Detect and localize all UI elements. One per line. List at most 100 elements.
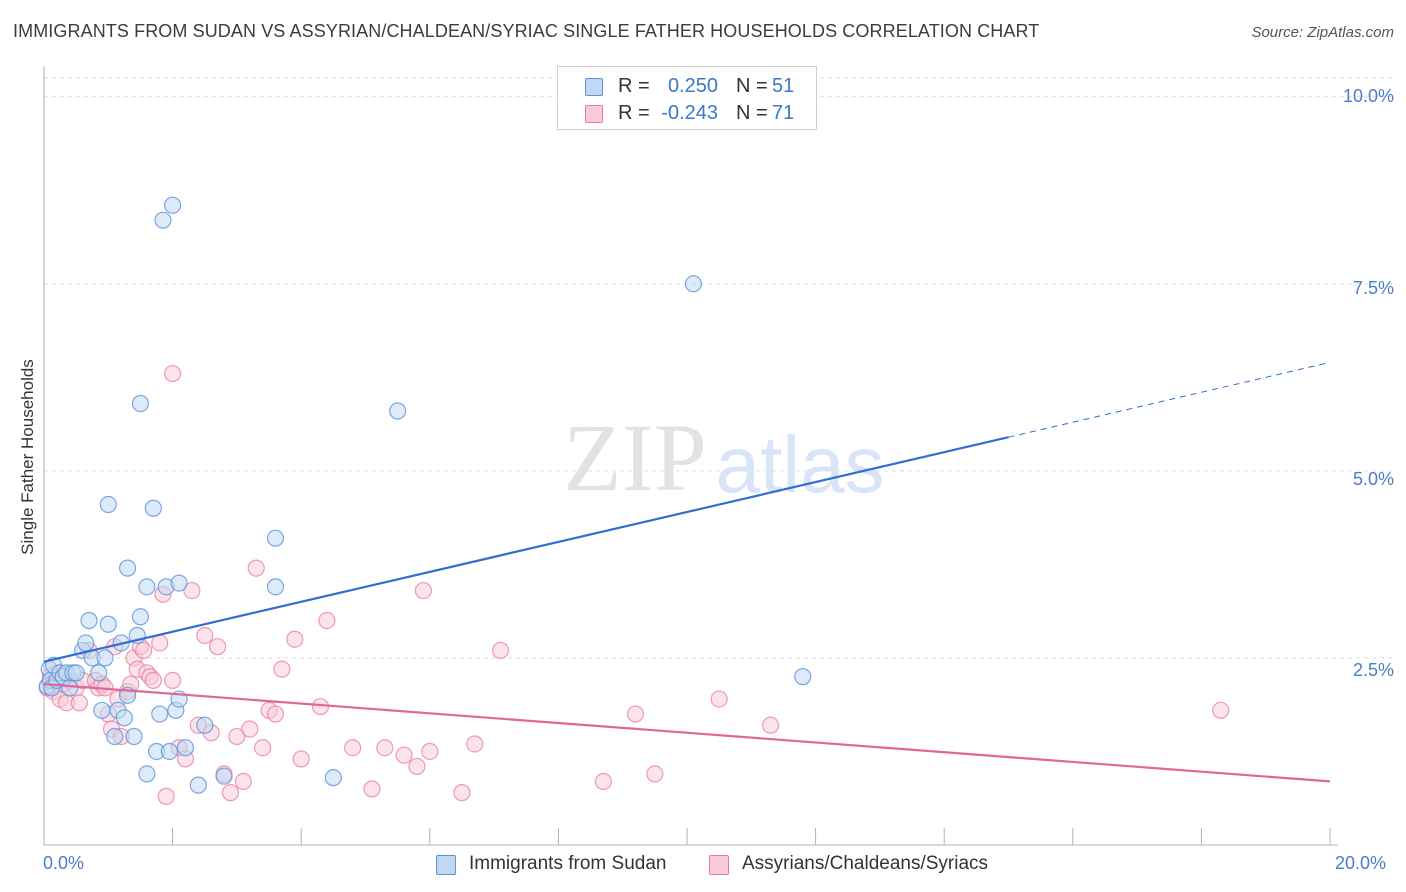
data-point-assyrians [273, 660, 291, 678]
data-point-assyrians [292, 750, 310, 768]
y-tick-label: 5.0% [1352, 469, 1394, 489]
data-point-assyrians [164, 364, 182, 383]
trend-line-sudan-extension [1008, 361, 1331, 438]
data-point-sudan [266, 529, 285, 547]
data-point-sudan [67, 664, 85, 682]
legend-r-label: R = [618, 75, 650, 97]
data-point-sudan [266, 578, 285, 596]
data-point-assyrians [254, 739, 272, 757]
data-point-sudan [196, 716, 214, 734]
data-point-sudan [61, 679, 79, 697]
legend-row-assyrians: R = -0.243 N = 71 [558, 100, 818, 126]
data-point-assyrians [221, 784, 240, 802]
legend-n-label: N = [736, 102, 768, 124]
data-point-sudan [80, 611, 98, 630]
y-axis-label: Single Father Households [18, 359, 37, 555]
legend-swatch-pink [585, 105, 603, 123]
data-point-sudan [96, 649, 114, 667]
data-point-assyrians [466, 735, 484, 753]
data-point-sudan [118, 559, 137, 577]
legend-r-value: 0.250 [667, 75, 718, 97]
data-point-sudan [106, 727, 124, 746]
data-point-sudan [144, 499, 162, 517]
data-point-sudan [99, 615, 117, 633]
data-point-sudan [389, 402, 407, 420]
data-point-assyrians [421, 742, 439, 761]
data-point-assyrians [228, 727, 246, 746]
data-point-sudan [131, 394, 150, 413]
data-point-sudan [138, 578, 156, 596]
data-point-assyrians [453, 784, 471, 802]
data-point-assyrians [761, 716, 780, 734]
trend-line-assyrians [43, 683, 1331, 783]
data-point-sudan [99, 495, 117, 514]
legend-r-value: -0.243 [661, 102, 718, 124]
legend-r-label: R = [618, 102, 650, 124]
data-point-sudan [115, 709, 133, 727]
watermark-atlas: atlas [716, 420, 885, 509]
data-point-sudan [215, 767, 233, 785]
data-point-sudan [170, 574, 188, 592]
data-point-sudan [154, 211, 172, 229]
correlation-legend: R = 0.250 N = 51 R = -0.243 N = 71 [557, 66, 817, 130]
data-point-sudan [176, 739, 195, 757]
legend-swatch-blue [436, 855, 456, 875]
source-label: Source: ZipAtlas.com [1251, 24, 1394, 41]
data-point-assyrians [626, 705, 645, 723]
axes [43, 66, 1338, 846]
data-point-assyrians [135, 641, 153, 660]
legend-swatch-pink [709, 855, 729, 875]
data-point-assyrians [144, 671, 162, 689]
data-point-sudan [90, 664, 108, 682]
data-point-assyrians [286, 630, 304, 648]
data-point-sudan [93, 701, 111, 719]
y-tick-label: 10.0% [1342, 86, 1394, 106]
data-point-assyrians [151, 634, 169, 652]
trend-line-sudan [43, 436, 1009, 663]
data-point-assyrians [395, 746, 413, 764]
watermark-zip: ZIP [563, 404, 707, 511]
data-point-sudan [684, 275, 703, 293]
y-tick-label: 7.5% [1352, 278, 1394, 298]
legend-n-value: 71 [772, 102, 795, 124]
data-point-assyrians [646, 765, 664, 783]
data-point-sudan [125, 727, 143, 746]
y-tick-label: 2.5% [1352, 660, 1394, 680]
data-point-assyrians [164, 671, 182, 689]
legend-n-value: 51 [772, 75, 795, 97]
data-point-assyrians [414, 581, 432, 600]
data-point-assyrians [344, 739, 362, 757]
legend-row-sudan: R = 0.250 N = 51 [558, 73, 818, 99]
legend-swatch-blue [585, 78, 603, 96]
data-point-assyrians [594, 772, 613, 790]
data-point-sudan [189, 776, 207, 794]
data-point-assyrians [247, 559, 265, 577]
data-point-assyrians [234, 772, 252, 790]
legend-n-label: N = [736, 75, 768, 97]
data-point-sudan [131, 608, 150, 626]
data-point-assyrians [318, 611, 336, 630]
data-point-assyrians [376, 739, 394, 757]
data-point-assyrians [183, 581, 201, 600]
data-point-assyrians [710, 690, 728, 708]
data-point-assyrians [196, 626, 214, 645]
series-legend: Immigrants from Sudan Assyrians/Chaldean… [0, 852, 1406, 878]
data-point-sudan [794, 668, 812, 686]
data-point-sudan [138, 765, 156, 783]
data-point-sudan [160, 742, 178, 761]
x-tick-label: 20.0% [1335, 853, 1387, 873]
legend-label: Immigrants from Sudan [469, 853, 667, 874]
data-point-assyrians [363, 780, 381, 798]
data-point-assyrians [408, 757, 426, 776]
data-point-assyrians [241, 720, 259, 738]
data-point-assyrians [1212, 701, 1230, 719]
trend-lines [43, 361, 1331, 783]
data-point-sudan [324, 769, 342, 787]
data-point-sudan [77, 634, 95, 652]
data-point-assyrians [157, 787, 175, 805]
data-point-assyrians [311, 697, 330, 716]
data-point-sudan [151, 705, 169, 723]
data-point-assyrians [209, 638, 227, 656]
data-point-assyrians [266, 705, 285, 723]
